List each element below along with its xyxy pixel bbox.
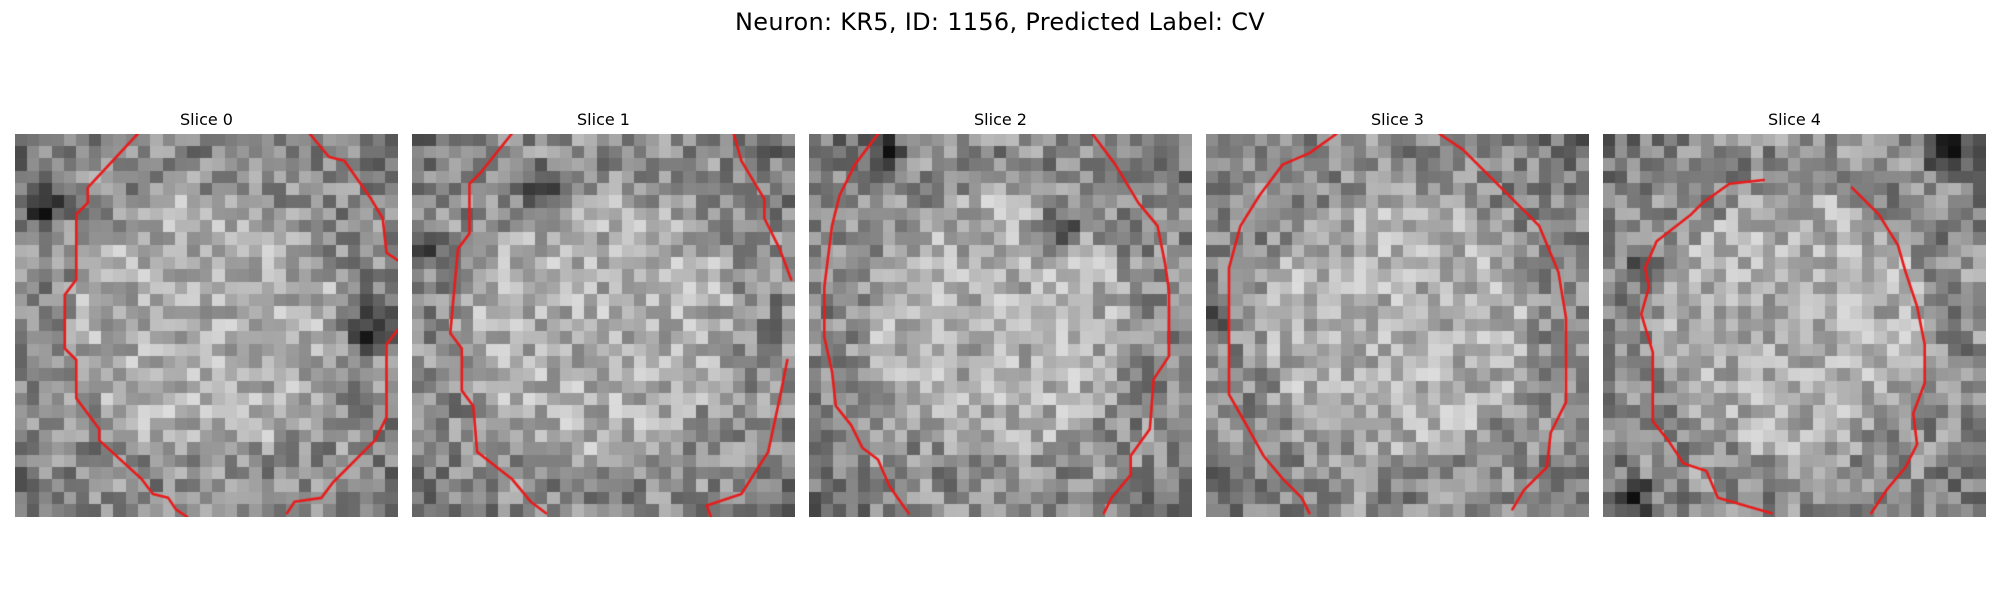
slice-image (412, 134, 795, 517)
slice-panel-3: Slice 3 (1206, 108, 1589, 520)
slice-title: Slice 4 (1768, 110, 1821, 129)
slice-image (809, 134, 1192, 517)
slice-title: Slice 3 (1371, 110, 1424, 129)
slice-image (15, 134, 398, 517)
slice-title: Slice 0 (180, 110, 233, 129)
slice-title: Slice 2 (974, 110, 1027, 129)
slice-panel-0: Slice 0 (15, 108, 398, 520)
slice-panel-1: Slice 1 (412, 108, 795, 520)
slice-image (1206, 134, 1589, 517)
figure-title: Neuron: KR5, ID: 1156, Predicted Label: … (735, 8, 1265, 36)
slice-title: Slice 1 (577, 110, 630, 129)
slice-panel-2: Slice 2 (809, 108, 1192, 520)
slice-image (1603, 134, 1986, 517)
slice-panel-4: Slice 4 (1603, 108, 1986, 520)
